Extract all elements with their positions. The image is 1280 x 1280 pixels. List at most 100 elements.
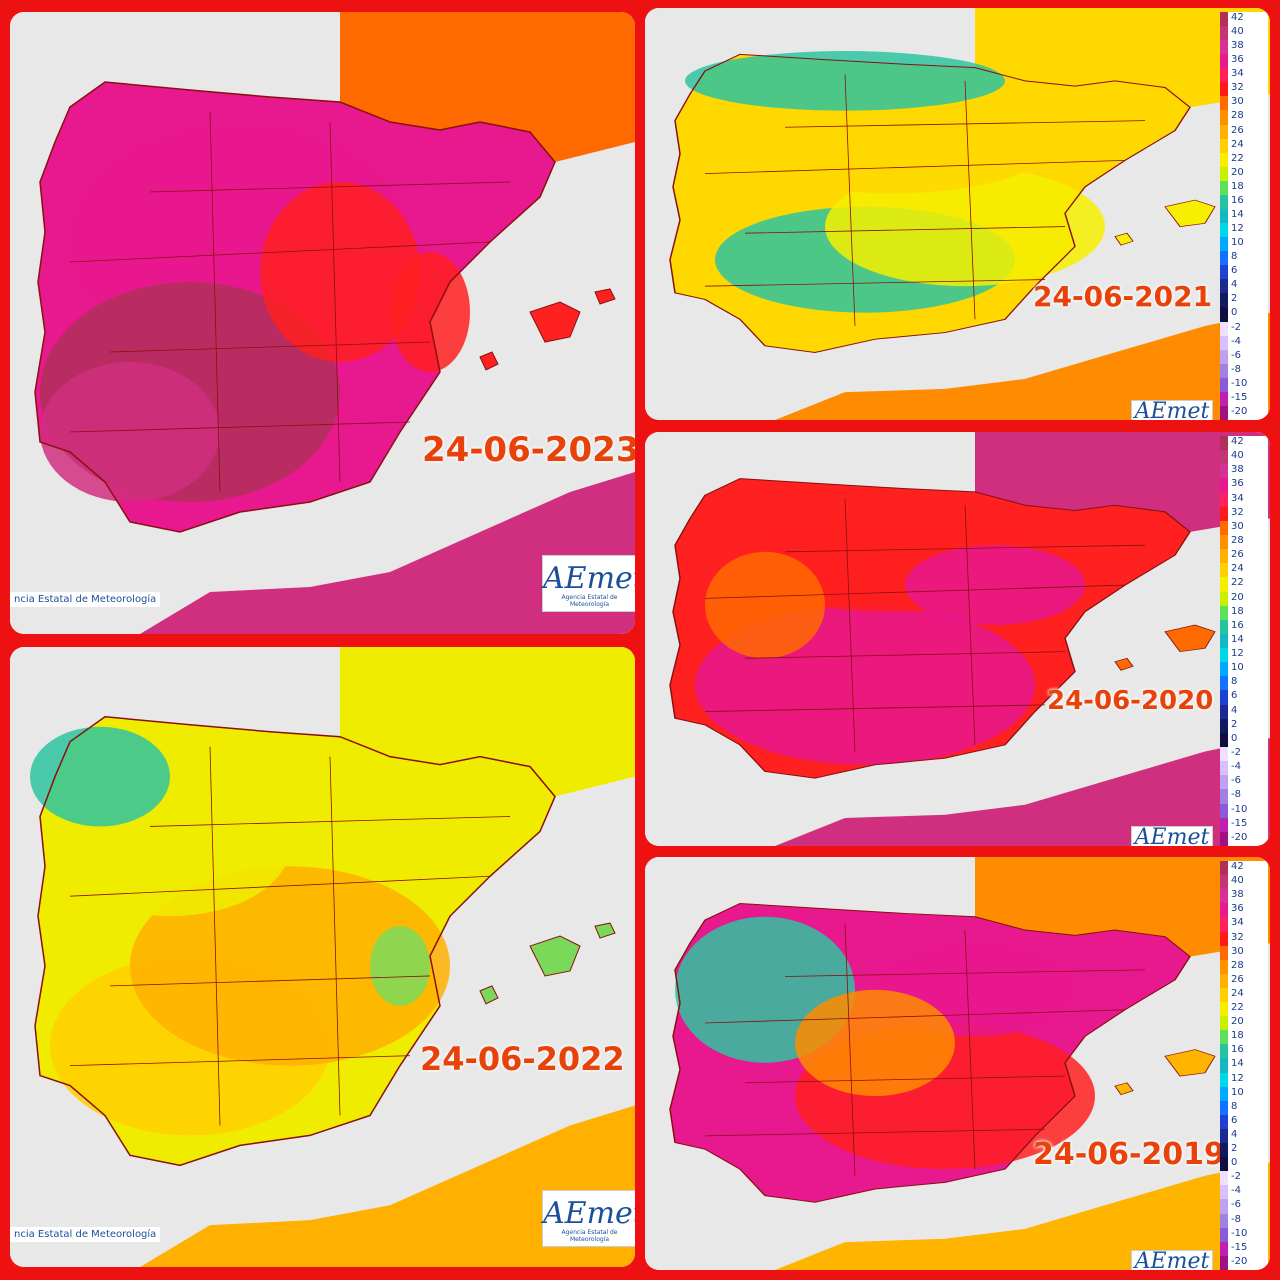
legend-entry: -6 (1220, 1199, 1268, 1215)
legend-entry: 2 (1220, 293, 1268, 309)
legend-entry: 2 (1220, 1143, 1268, 1159)
legend-swatch (1220, 293, 1228, 309)
balearic-island (479, 985, 499, 1005)
legend-entry: 12 (1220, 1072, 1268, 1088)
legend-swatch (1220, 223, 1228, 239)
legend-label: -20 (1231, 1255, 1248, 1267)
legend-entry: 28 (1220, 959, 1268, 975)
legend-swatch (1220, 676, 1228, 692)
legend-swatch (1220, 959, 1228, 975)
legend-swatch (1220, 1227, 1228, 1243)
legend-label: 28 (1231, 534, 1244, 546)
legend-label: 4 (1231, 279, 1238, 291)
legend-label: 36 (1231, 478, 1244, 490)
legend-swatch (1220, 96, 1228, 112)
legend-swatch (1220, 718, 1228, 734)
date-label-2020: 24-06-2020 (1047, 686, 1214, 716)
balearic-island (1164, 199, 1216, 227)
north-africa-region (140, 472, 635, 634)
legend-entry: -8 (1220, 789, 1268, 805)
legend-entry: 14 (1220, 633, 1268, 649)
legend-swatch (1220, 1171, 1228, 1187)
balearic-island (1114, 657, 1134, 671)
balearic-island (1164, 624, 1216, 653)
legend-swatch (1220, 349, 1228, 365)
legend-label: 0 (1231, 1157, 1238, 1169)
province-border (784, 120, 1146, 128)
legend-swatch (1220, 1255, 1228, 1270)
legend-entry: 8 (1220, 1100, 1268, 1116)
legend-swatch (1220, 12, 1228, 27)
legend-entry: 36 (1220, 903, 1268, 919)
legend-swatch (1220, 1143, 1228, 1159)
legend-entry: 4 (1220, 1128, 1268, 1144)
legend-entry: 10 (1220, 662, 1268, 678)
balearic-island (529, 301, 581, 343)
legend-label: -2 (1231, 1171, 1241, 1183)
temperature-zone (705, 551, 825, 659)
legend-entry: 0 (1220, 732, 1268, 748)
province-border (69, 421, 411, 433)
province-border (209, 746, 221, 1126)
legend-swatch (1220, 194, 1228, 210)
legend-label: 8 (1231, 251, 1238, 263)
legend-swatch (1220, 1157, 1228, 1173)
province-border (704, 584, 1126, 599)
date-label-2019: 24-06-2019 (1033, 1137, 1225, 1172)
legend-swatch (1220, 506, 1228, 522)
legend-label: 0 (1231, 732, 1238, 744)
legend-entry: -4 (1220, 1185, 1268, 1201)
legend-label: -6 (1231, 1199, 1241, 1211)
map-panel-2019: 24-06-2019 AEmet 42 40 38 36 34 32 30 28 26 24 22 2… (645, 857, 1270, 1270)
legend-label: 10 (1231, 662, 1244, 674)
france-region (975, 8, 1270, 108)
legend-swatch (1220, 363, 1228, 379)
province-border (784, 969, 1146, 977)
legend-label: -10 (1231, 803, 1248, 815)
legend-entry: 38 (1220, 889, 1268, 905)
legend-entry: 24 (1220, 563, 1268, 579)
legend-entry: 20 (1220, 591, 1268, 607)
legend-swatch (1220, 391, 1228, 407)
legend-swatch (1220, 1058, 1228, 1074)
province-border (964, 930, 976, 1170)
legend-label: 36 (1231, 903, 1244, 915)
legend-label: 12 (1231, 223, 1244, 235)
legend-label: 6 (1231, 1114, 1238, 1126)
map-panel-2020: 24-06-2020 AEmet 42 40 38 36 34 32 30 28 26 24 22 2… (645, 432, 1270, 846)
legend-label: 30 (1231, 520, 1244, 532)
legend-swatch (1220, 577, 1228, 593)
legend-swatch (1220, 1086, 1228, 1102)
legend-entry: 0 (1220, 1157, 1268, 1173)
legend-label: 8 (1231, 1100, 1238, 1112)
legend-entry: -6 (1220, 775, 1268, 791)
legend-entry: 12 (1220, 223, 1268, 239)
iberian-coastline (669, 902, 1191, 1203)
legend-entry: -2 (1220, 1171, 1268, 1187)
legend-label: -10 (1231, 377, 1248, 389)
legend-label: 32 (1231, 506, 1244, 518)
legend-entry: 36 (1220, 478, 1268, 494)
legend-swatch (1220, 307, 1228, 323)
legend-entry: 42 (1220, 12, 1268, 27)
legend-label: 6 (1231, 690, 1238, 702)
legend-entry: 6 (1220, 690, 1268, 706)
province-border (69, 241, 491, 263)
legend-entry: 26 (1220, 124, 1268, 140)
legend-label: 20 (1231, 166, 1244, 178)
legend-label: 22 (1231, 577, 1244, 589)
legend-swatch (1220, 861, 1228, 876)
legend-swatch (1220, 732, 1228, 748)
legend-entry: 30 (1220, 945, 1268, 961)
province-border (149, 181, 511, 193)
legend-label: 34 (1231, 917, 1244, 929)
north-africa-region (775, 312, 1270, 420)
legend-swatch (1220, 817, 1228, 833)
aemet-logo: AEmet Agencia Estatal de Meteorología (542, 555, 635, 612)
legend-swatch (1220, 931, 1228, 947)
temperature-map-2019 (645, 857, 1270, 1270)
legend-entry: -2 (1220, 747, 1268, 763)
temperature-legend: 42 40 38 36 34 32 30 28 26 24 22 20 18 16 14 12 10 8 6 4 2 0-… (1220, 12, 1268, 420)
legend-label: -6 (1231, 775, 1241, 787)
legend-swatch (1220, 478, 1228, 494)
